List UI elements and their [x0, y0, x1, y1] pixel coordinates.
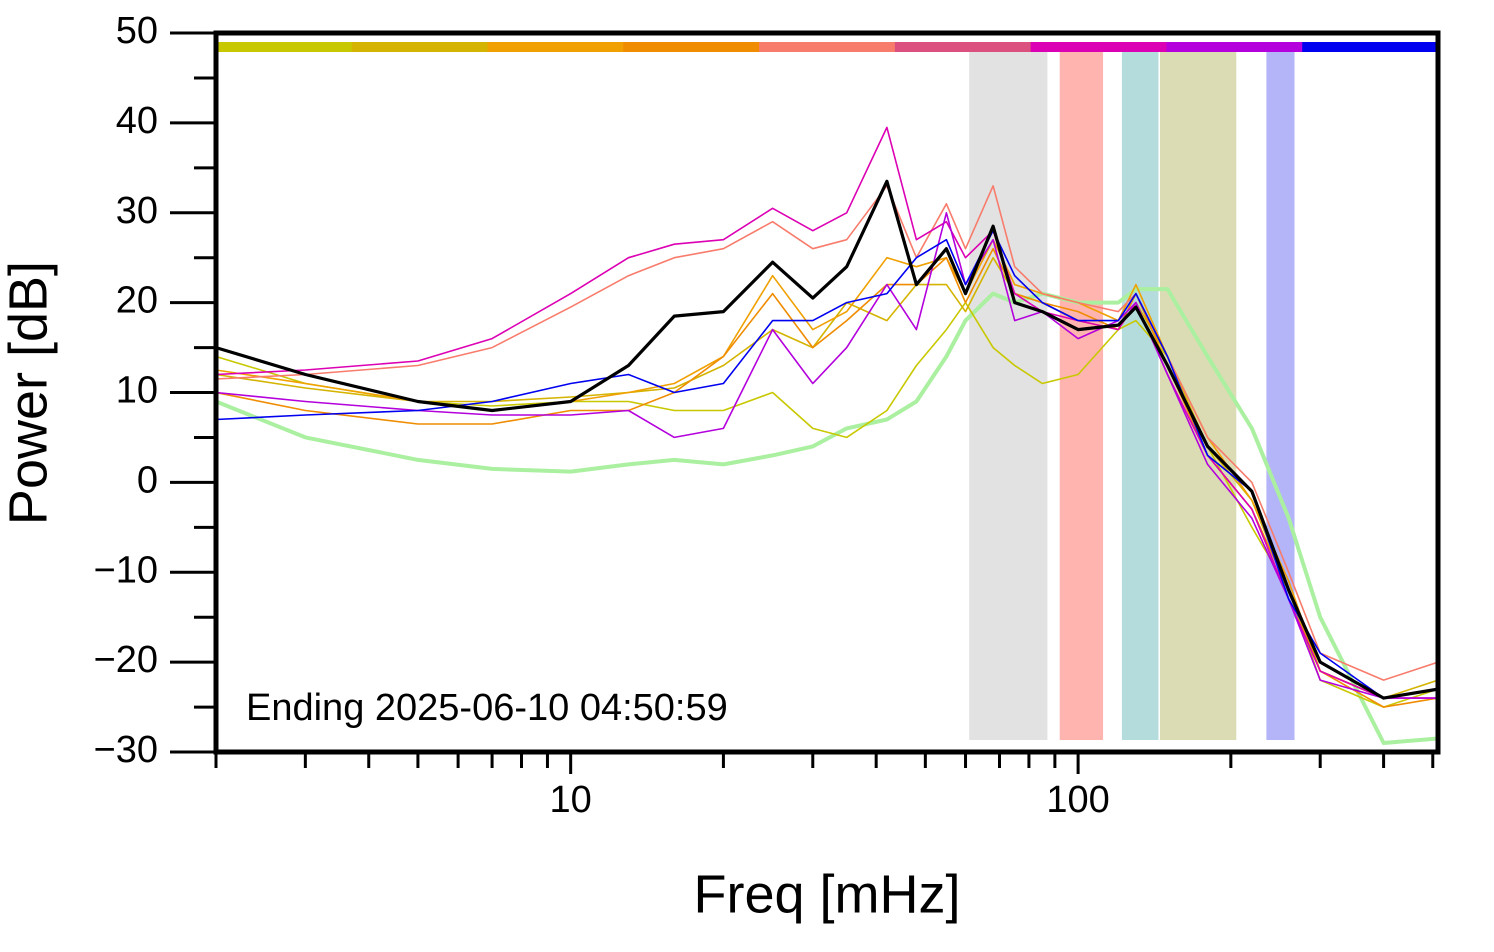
color-bar-segment [216, 42, 353, 52]
series-line [216, 287, 1438, 745]
color-bar-segment [623, 42, 760, 52]
y-tick-label: 40 [116, 100, 158, 142]
series-line [216, 229, 1438, 699]
x-tick-label: 10 [550, 779, 592, 821]
y-tick-label: −20 [94, 639, 158, 681]
x-axis-title: Freq [mHz] [693, 864, 960, 924]
y-tick-label: 0 [137, 459, 158, 501]
y-tick-label: 50 [116, 10, 158, 52]
series-line [216, 238, 1438, 699]
color-bar-segment [351, 42, 489, 52]
series-line [216, 126, 1438, 699]
series-line [216, 301, 1438, 708]
y-tick-label: 20 [116, 280, 158, 322]
plot-frame [213, 30, 1441, 755]
color-bar-segment [1166, 42, 1303, 52]
frequency-band [1121, 52, 1159, 740]
annotation: Ending 2025-06-10 04:50:59 [246, 687, 728, 729]
series-line [216, 185, 1438, 681]
y-tick-label: 10 [116, 370, 158, 412]
series-line [216, 179, 1438, 700]
frequency-band [1266, 52, 1295, 740]
y-tick-label: −30 [94, 729, 158, 771]
y-tick-label: 30 [116, 190, 158, 232]
color-bar-segment [487, 42, 624, 52]
series-line [216, 212, 1438, 699]
frequency-band [1059, 52, 1104, 740]
series-line [216, 256, 1438, 699]
y-axis-title: Power [dB] [0, 261, 58, 525]
color-bar-segment [1302, 42, 1439, 52]
y-tick-label: −10 [94, 549, 158, 591]
x-tick-label: 100 [1046, 779, 1109, 821]
color-bar-segment [1030, 42, 1167, 52]
color-bar-segment [894, 42, 1032, 52]
frequency-band [1159, 52, 1237, 740]
series-line [216, 247, 1438, 708]
color-bar-segment [759, 42, 896, 52]
frequency-band [969, 52, 1048, 740]
